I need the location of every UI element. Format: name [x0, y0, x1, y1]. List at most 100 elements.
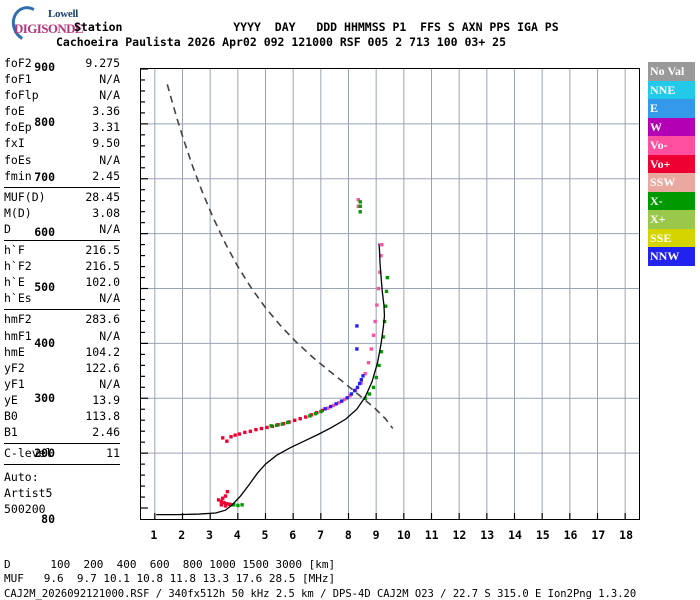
trace-point — [221, 436, 225, 440]
trace-dashed — [166, 84, 394, 429]
param-row-hf: h`F 216.5 — [4, 243, 120, 259]
trace-point — [225, 439, 229, 443]
x-axis-tick-label: 4 — [233, 528, 241, 542]
param-key: foF1 — [4, 72, 32, 87]
x-axis-tick-label: 17 — [591, 528, 606, 542]
trace-point — [375, 303, 379, 307]
param-key: B1 — [4, 425, 18, 440]
trace-point — [222, 500, 226, 505]
trace-point — [355, 385, 360, 390]
param-row-mufd: MUF(D) 28.45 — [4, 190, 120, 206]
param-row-ye: yE 13.9 — [4, 393, 120, 409]
param-value: 104.2 — [85, 344, 120, 359]
param-key: hmE — [4, 344, 25, 359]
legend-item-sse[interactable]: SSE — [648, 228, 695, 247]
x-axis-tick-label: 13 — [480, 528, 495, 542]
param-row-hmf1: hmF1 N/A — [4, 329, 120, 345]
y-axis-tick-label: 500 — [34, 280, 55, 295]
param-row-d: D N/A — [4, 222, 120, 238]
trace-point — [339, 399, 344, 403]
trace-point — [373, 319, 377, 324]
trace-point — [223, 504, 228, 508]
param-key: yF2 — [4, 360, 25, 375]
param-value: N/A — [99, 376, 120, 391]
param-key: MUF(D) — [4, 189, 46, 204]
x-axis-tick-label: 16 — [563, 528, 578, 542]
trace-point — [380, 243, 384, 247]
trace-point — [236, 503, 240, 508]
trace-point — [378, 270, 382, 274]
trace-point — [219, 503, 224, 507]
param-row-foflp: foFlp N/A — [4, 88, 120, 104]
trace-point — [357, 381, 362, 386]
trace-point — [355, 324, 359, 328]
x-axis-tick-label: 3 — [205, 528, 213, 542]
y-axis-tick-label: 80 — [41, 512, 55, 526]
trace-point — [216, 498, 221, 502]
param-key: foEp — [4, 120, 32, 135]
trace-point — [371, 385, 376, 390]
trace-point — [237, 432, 242, 436]
trace-point — [269, 424, 273, 428]
param-row-fof1: foF1 N/A — [4, 72, 120, 88]
x-axis-tick-label: 5 — [261, 528, 269, 542]
x-axis-tick-label: 2 — [178, 528, 186, 542]
x-axis-tick-label: 6 — [289, 528, 297, 542]
trace-point — [328, 404, 333, 409]
trace-point — [274, 423, 279, 427]
legend-item-x[interactable]: X- — [648, 191, 695, 210]
trace-point — [292, 418, 297, 423]
param-value: 216.5 — [85, 243, 120, 258]
legend-item-vo[interactable]: Vo- — [648, 136, 695, 155]
param-key: h`F2 — [4, 259, 32, 274]
param-row-fmin: fmin 2.45 — [4, 169, 120, 185]
legend-item-e[interactable]: E — [648, 99, 695, 118]
legend-item-w[interactable]: W — [648, 117, 695, 136]
legend-item-noval[interactable]: No Val — [648, 62, 695, 81]
y-axis-tick-label: 400 — [34, 335, 55, 350]
footer-file-info: CAJ2M_2026092121000.RSF / 340fx512h 50 k… — [4, 588, 637, 600]
trace-point — [342, 397, 347, 402]
legend-item-x[interactable]: X+ — [648, 210, 695, 229]
trace-point — [319, 409, 323, 414]
param-key: C-level — [4, 446, 53, 461]
param-value: N/A — [99, 328, 120, 343]
param-value: 122.6 — [85, 360, 120, 375]
param-value: 2.46 — [92, 425, 120, 440]
param-key: fxI — [4, 136, 25, 151]
auto-line: 500200 — [4, 502, 46, 517]
param-row-hes: h`Es N/A — [4, 291, 120, 307]
param-row-yf1: yF1 N/A — [4, 377, 120, 393]
trace-point — [358, 204, 362, 208]
trace-point — [379, 253, 383, 258]
trace-point — [374, 375, 378, 380]
param-key: hmF2 — [4, 312, 32, 327]
trace-point — [223, 494, 228, 498]
series-muf-d-dashed-curve — [166, 84, 394, 429]
param-value: N/A — [99, 72, 120, 87]
param-value: 283.6 — [85, 312, 120, 327]
legend-item-vo[interactable]: Vo+ — [648, 154, 695, 173]
legend-item-nne[interactable]: NNE — [648, 80, 695, 99]
trace-point — [248, 429, 253, 433]
param-row-foep: foEp 3.31 — [4, 120, 120, 136]
param-value: 11 — [106, 446, 120, 461]
param-value: N/A — [99, 291, 120, 306]
parameter-panel: foF2 9.275 foF1 N/A foFlp N/A foE 3.36 foEp 3.31 f… — [4, 56, 120, 519]
auto-line: Auto: — [4, 470, 39, 485]
param-key: yE — [4, 392, 18, 407]
y-axis-tick-label: 900 — [34, 60, 55, 74]
legend-item-ssw[interactable]: SSW — [648, 173, 695, 192]
x-axis-tick-label: 14 — [508, 528, 522, 542]
legend-item-nnw[interactable]: NNW — [648, 247, 695, 266]
logo-lowell-text: Lowell — [48, 8, 78, 20]
trace-point — [337, 401, 341, 405]
trace-point — [323, 407, 327, 411]
trace-point — [363, 396, 367, 401]
x-axis-tick-label: 7 — [317, 528, 325, 542]
trace-point — [225, 489, 230, 494]
trace-point — [280, 422, 284, 426]
param-row-md: M(D) 3.08 — [4, 206, 120, 222]
y-axis-tick-label: 700 — [34, 170, 55, 185]
trace-point — [355, 347, 359, 351]
